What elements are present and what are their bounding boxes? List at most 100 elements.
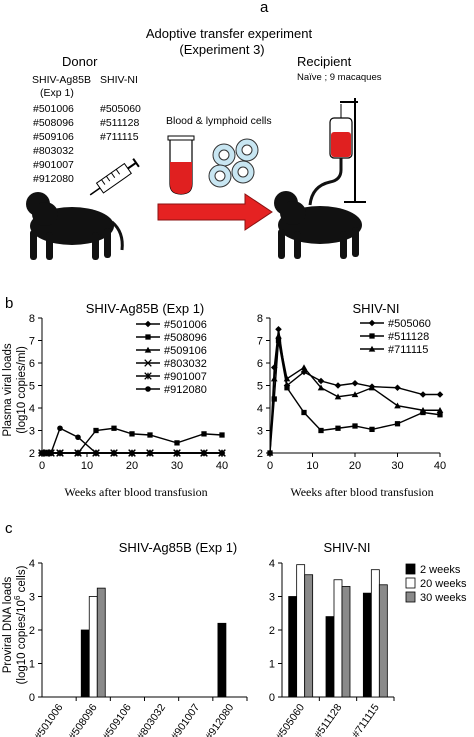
square-marker [129,431,135,437]
category-label: #912080 [203,702,236,737]
y-tick-label: 8 [29,313,35,325]
x-tick-label: 10 [81,460,93,472]
y-tick-label: 7 [29,336,35,348]
diamond-marker [436,391,444,398]
circle-marker [147,450,153,456]
blood-tube-icon [167,135,195,195]
x-tick-label: 10 [306,460,318,472]
legend-label: #508096 [164,332,207,344]
category-label: #803032 [135,702,168,737]
group1-id-list: #501006 #508096 #509106 #803032 #901007 … [33,103,74,185]
donor-monkey-icon [26,192,124,260]
panel-c-letter: c [5,520,13,537]
legend-label: #511128 [388,331,429,343]
y-tick-label: 2 [257,448,263,460]
ylabel-sup: 6 [13,595,22,600]
legend-label: #509106 [164,345,207,357]
bar [304,574,314,698]
legend-swatch [405,591,416,603]
star-marker [74,449,82,457]
y-tick-label: 6 [29,358,35,370]
circle-marker [145,386,151,392]
y-tick-label: 2 [29,448,35,460]
bar [370,569,380,698]
panel-c-ylabel-line2: (log10 copies/106 cells) [13,565,28,684]
legend-swatch [405,563,416,575]
legend-label: 30 weeks [420,592,467,604]
triangle-marker [394,402,401,409]
legend-label: 2 weeks [420,564,461,576]
circle-marker [174,450,180,456]
circle-marker [75,434,81,441]
category-label: #901007 [169,702,202,737]
x-tick-label: 20 [126,460,138,472]
square-marker [352,423,358,429]
group2-id: #505060 [100,103,141,115]
recipient-heading: Recipient [297,54,352,69]
triangle-marker [419,406,427,413]
diamond-marker [317,377,325,385]
group2-id: #511128 [100,117,139,129]
y-tick-label: 3 [257,426,263,438]
square-marker [437,412,443,418]
triangle-marker [283,375,291,382]
bar [80,629,90,698]
square-marker [147,432,153,438]
syringe-icon [89,158,140,196]
circle-marker [219,450,225,456]
star-marker [56,449,64,457]
legend-label: #912080 [164,384,207,396]
group2-id-list: #505060 #511128 #711115 [100,103,141,143]
category-label: #501006 [32,702,65,737]
recipient-monkey-icon [274,191,362,259]
series-line [269,335,440,454]
triangle-marker [334,393,342,400]
x-tick-label: 30 [171,460,183,472]
y-tick-label: 1 [29,659,35,671]
panel-c-ylabel-line1: Proviral DNA loads [2,576,14,673]
group1-id: #912080 [33,173,74,185]
circle-marker [39,450,45,456]
legend-swatch [405,577,416,589]
y-tick-label: 5 [257,381,263,393]
y-tick-label: 3 [269,592,275,604]
panel-a-title-line2: (Experiment 3) [179,42,264,57]
panel-b: b SHIV-Ag85B (Exp 1) SHIV-NI Plasma vira… [2,295,446,499]
panel-a-title-line1: Adoptive transfer experiment [146,26,313,41]
square-marker [318,427,324,434]
triangle-marker [368,345,376,352]
diamond-marker [368,319,376,327]
group1-id: #508096 [33,117,74,129]
bar [288,596,298,698]
category-label: #711115 [350,702,382,737]
group1-id: #803032 [33,145,74,157]
circle-marker [57,425,63,432]
circle-marker [93,450,99,456]
category-label: #505060 [274,702,307,737]
circle-marker [201,450,207,456]
donor-heading: Donor [62,54,98,69]
triangle-marker [275,332,282,339]
diamond-marker [144,320,152,328]
square-marker [369,333,375,339]
square-marker [335,425,341,431]
triangle-marker [436,406,444,413]
square-marker [145,334,151,340]
bar [88,596,98,698]
y-tick-label: 4 [269,558,275,570]
x-tick-label: 0 [39,460,45,472]
chart-c1-title: SHIV-Ag85B (Exp 1) [119,540,238,555]
y-tick-label: 5 [29,381,35,393]
circle-marker [129,450,135,456]
category-label: #508096 [66,702,99,737]
bar [217,622,227,698]
square-marker [301,409,307,416]
chart-b1: 2 3 4 5 6 7 8 0 10 20 30 40 #501006#508096#509106#80… [29,313,228,472]
bar [378,584,388,698]
bar [296,564,306,698]
bar [341,586,351,698]
iv-bag-icon [308,98,366,206]
y-tick-label: 4 [29,558,35,570]
chart-c2-title: SHIV-NI [324,540,371,555]
diamond-marker [419,391,427,398]
